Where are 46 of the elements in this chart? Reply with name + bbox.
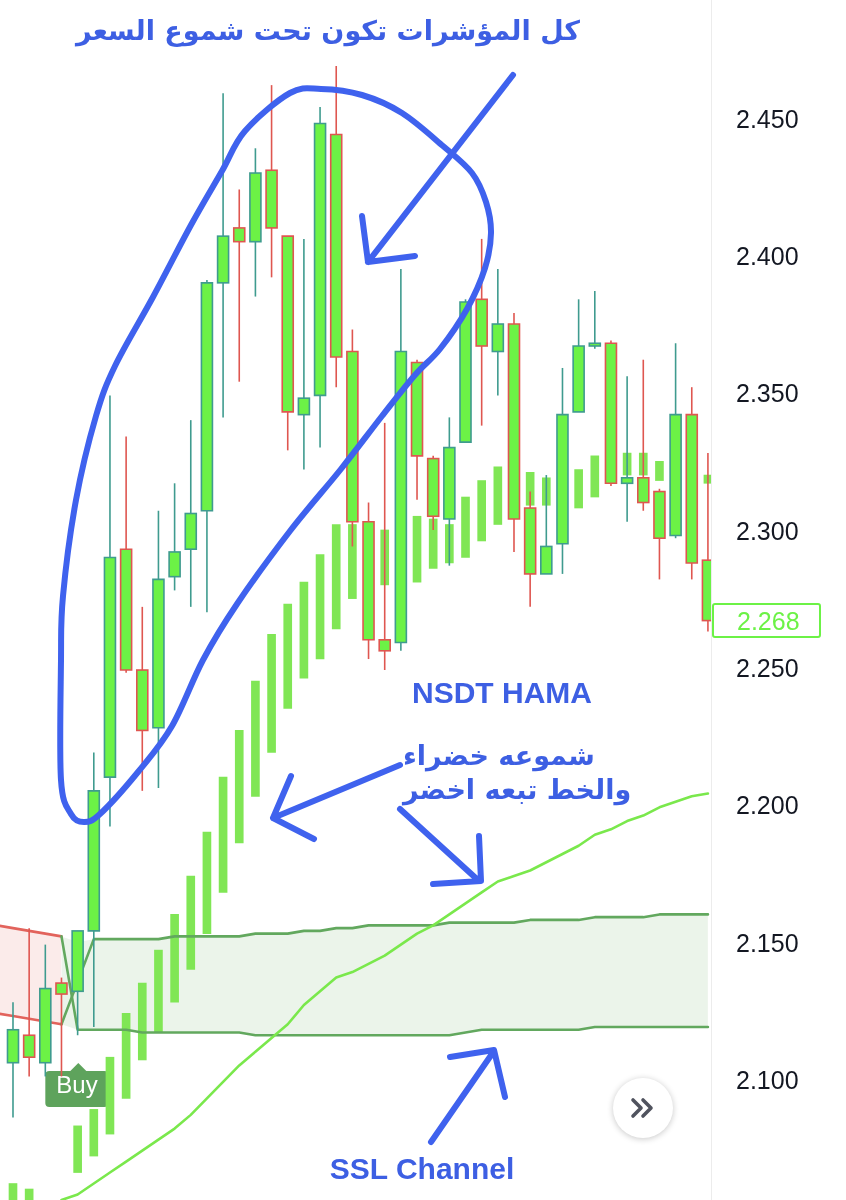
y-tick-label: 2.350 [736,379,799,408]
bar [461,496,470,558]
bar [8,1183,18,1200]
annotation: شموعه خضراء والخط تبعه اخضر [401,740,632,807]
bar [170,914,179,1003]
bar [105,1056,115,1135]
text: كل المؤشرات تكون تحت شموع السعر [74,15,581,48]
candlestick [297,238,311,471]
bar [186,875,196,970]
candlestick [588,290,602,350]
price-tag: 2.268 [712,603,821,639]
bar [412,515,422,583]
bar [267,634,276,753]
bar [24,1188,34,1200]
bar [331,524,341,630]
bar [283,603,293,709]
y-tick-label: 2.250 [736,653,799,682]
candlestick [168,482,181,592]
candlestick [55,976,68,1078]
candlestick [232,188,246,383]
bar [89,1109,99,1157]
bar [493,466,503,525]
y-tick-label: 2.200 [736,791,799,820]
bar [590,455,600,498]
annotation: SSL Channel [329,1152,515,1186]
bar [202,831,212,934]
y-tick-label: 2.150 [736,928,799,957]
bar [299,581,309,679]
bar [655,461,664,481]
bar [251,680,260,797]
y-tick-label: 2.300 [736,516,799,545]
bar [218,776,228,893]
annotation: Buy [45,1071,109,1107]
bar [574,469,583,509]
candlestick [22,927,36,1078]
bar [234,730,244,844]
bar [477,480,486,542]
bar [315,554,325,660]
bar [137,982,147,1061]
annotation: NSDT HAMA [412,676,592,710]
y-tick-label: 2.400 [736,242,799,271]
bar [154,949,163,1033]
y-tick-label: 2.450 [736,104,799,133]
bar [121,1012,131,1099]
y-tick-label: 2.100 [736,1065,799,1094]
bar [73,1125,82,1173]
